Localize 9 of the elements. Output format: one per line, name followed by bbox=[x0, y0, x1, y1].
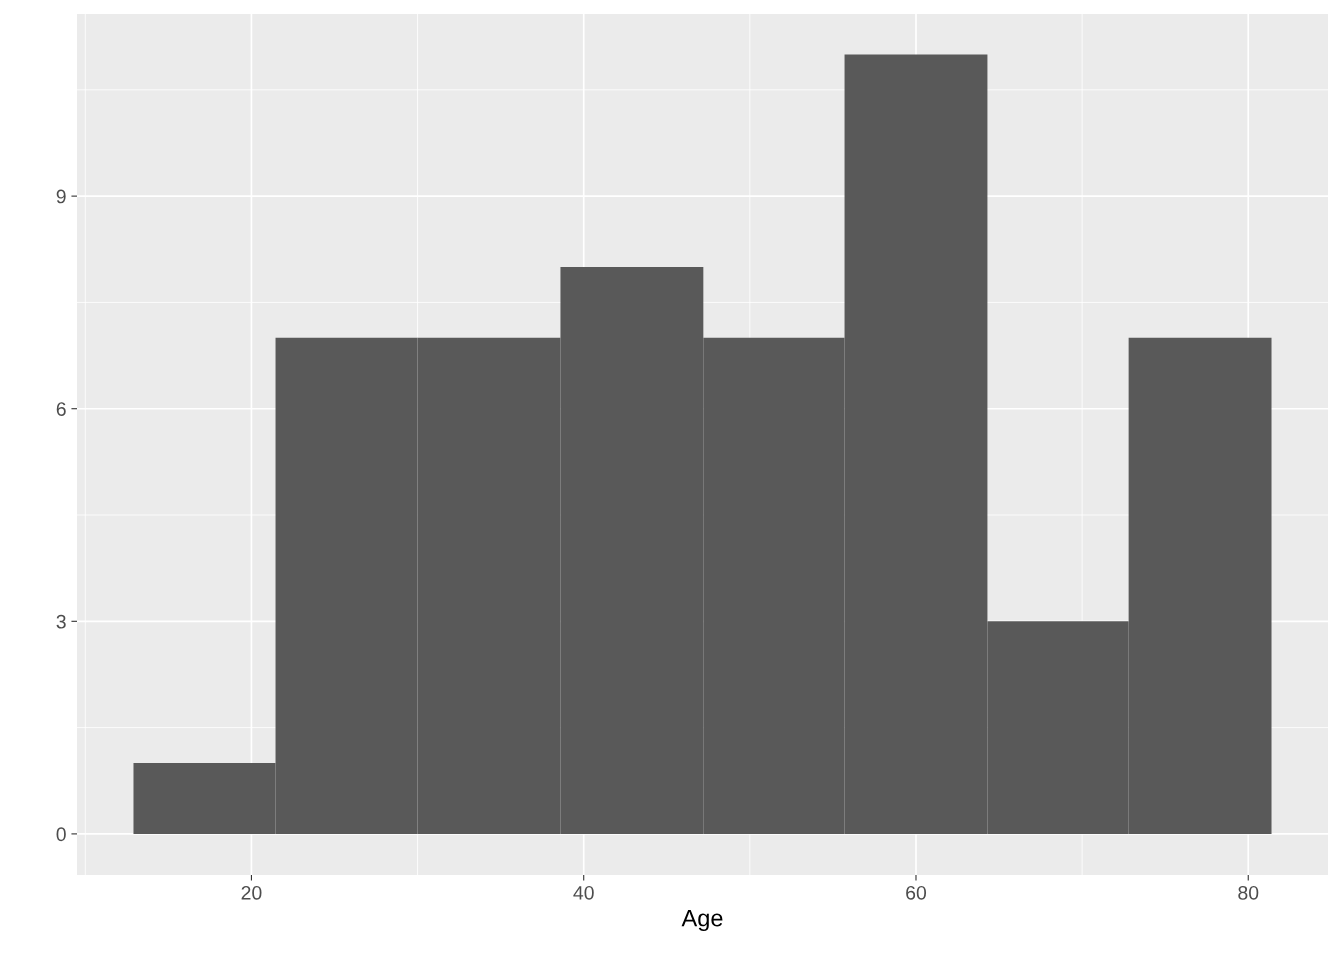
y-tick-label: 0 bbox=[56, 827, 66, 842]
y-tick-label: 3 bbox=[56, 614, 66, 629]
x-axis-title: Age bbox=[681, 909, 723, 932]
x-tick-label: 40 bbox=[573, 885, 594, 900]
y-tick-label: 6 bbox=[56, 402, 66, 416]
x-tick-label: 20 bbox=[241, 885, 262, 900]
x-tick-label: 60 bbox=[906, 885, 927, 900]
y-tick-label: 9 bbox=[56, 189, 66, 204]
x-tick-label: 80 bbox=[1238, 885, 1259, 900]
